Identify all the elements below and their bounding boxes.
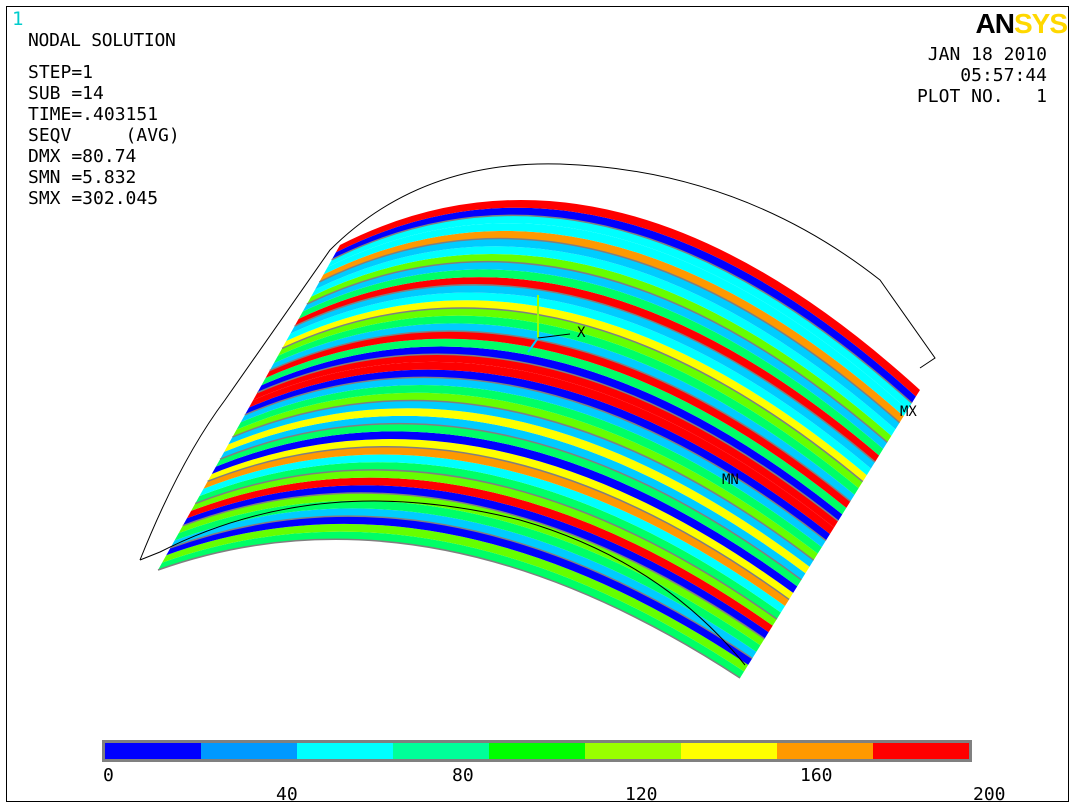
shell-ridge xyxy=(306,261,888,443)
contour-band xyxy=(244,369,830,541)
contour-band xyxy=(331,207,916,404)
legend-label-160: 160 xyxy=(800,765,833,786)
shell-ridge xyxy=(182,492,765,640)
info-smn: SMN =5.832 xyxy=(28,167,137,188)
legend-swatch-3 xyxy=(393,743,489,759)
shell-ridge xyxy=(318,237,901,424)
contour-band xyxy=(257,346,843,521)
contour-bands xyxy=(157,199,920,679)
shell-ridge xyxy=(170,515,753,659)
solution-info: STEP=1 SUB =14 TIME=.403151 SEQV (AVG) D… xyxy=(28,62,180,209)
contour-band xyxy=(182,485,769,639)
contour-band xyxy=(294,277,880,462)
legend-swatch-8 xyxy=(873,743,969,759)
contour-band xyxy=(249,361,835,534)
contour-band xyxy=(186,477,773,633)
stamp-date: JAN 18 2010 xyxy=(927,44,1047,65)
legend-swatch-7 xyxy=(777,743,873,759)
contour-band xyxy=(236,385,822,554)
info-smx: SMX =302.045 xyxy=(28,188,159,209)
logo-part-sys: SYS xyxy=(1013,8,1068,39)
shell-ridge xyxy=(294,284,876,463)
info-dmx: DMX =80.74 xyxy=(28,146,137,167)
ansys-logo: ANSYS xyxy=(975,8,1068,40)
plot-title: NODAL SOLUTION xyxy=(28,30,176,51)
contour-band xyxy=(306,253,892,443)
contour-band xyxy=(158,531,745,678)
max-marker: MX xyxy=(900,404,917,420)
legend-label-200: 200 xyxy=(973,784,1006,805)
contour-band xyxy=(232,392,818,561)
contour-band xyxy=(207,439,794,600)
contour-band xyxy=(220,415,806,580)
contour-band xyxy=(319,230,904,423)
legend-swatch-1 xyxy=(201,743,297,759)
contour-band xyxy=(273,315,859,495)
legend-label-120: 120 xyxy=(625,784,658,805)
info-sub: SUB =14 xyxy=(28,83,104,104)
window-number: 1 xyxy=(12,8,24,30)
legend-label-0: 0 xyxy=(103,765,114,786)
contour-band xyxy=(269,323,855,502)
contour-band xyxy=(286,292,871,476)
legend-swatch-5 xyxy=(585,743,681,759)
contour-band xyxy=(211,431,798,593)
legend-swatch-0 xyxy=(105,743,201,759)
triad-icon xyxy=(527,295,571,353)
shell-ridge xyxy=(256,353,839,522)
info-time: TIME=.403151 xyxy=(28,104,159,125)
contour-band xyxy=(224,408,810,574)
shell-ridge xyxy=(269,330,851,502)
legend-label-80: 80 xyxy=(452,765,474,786)
logo-part-an: AN xyxy=(975,8,1015,39)
shell-ridge xyxy=(207,446,790,601)
axis-x-label: X xyxy=(577,325,586,341)
min-marker: MN xyxy=(722,472,739,488)
contour-band xyxy=(323,223,908,417)
shell-ridge xyxy=(331,214,913,404)
shell-ridge xyxy=(194,469,778,620)
shell-ridge xyxy=(219,422,802,581)
contour-legend-bar xyxy=(102,740,972,762)
undeformed-outline-lower xyxy=(139,500,746,666)
contour-band xyxy=(282,300,867,482)
legend-swatch-2 xyxy=(297,743,393,759)
shell-ridge xyxy=(281,307,864,483)
contour-band xyxy=(298,269,884,456)
contour-band xyxy=(170,508,757,659)
legend-swatch-6 xyxy=(681,743,777,759)
legend-label-40: 40 xyxy=(276,784,298,805)
shell-ridge xyxy=(157,538,741,679)
undeformed-outline xyxy=(139,163,936,561)
contour-band xyxy=(311,246,896,436)
shell-ridge xyxy=(244,376,827,542)
plot-frame xyxy=(6,6,1069,802)
legend-swatch-4 xyxy=(489,743,585,759)
shell-ridge xyxy=(232,399,815,561)
contour-band xyxy=(174,500,761,652)
stamp-time: 05:57:44 xyxy=(960,65,1047,86)
info-seqv: SEQV (AVG) xyxy=(28,125,180,146)
contour-band xyxy=(261,338,847,515)
stamp-plot-number: PLOT NO. 1 xyxy=(916,86,1047,107)
date-stamp: JAN 18 2010 05:57:44 PLOT NO. 1 xyxy=(917,44,1047,107)
info-step: STEP=1 xyxy=(28,62,94,83)
contour-band xyxy=(195,462,781,620)
contour-band xyxy=(162,523,749,672)
contour-band xyxy=(199,454,785,613)
contour-band xyxy=(335,199,920,397)
